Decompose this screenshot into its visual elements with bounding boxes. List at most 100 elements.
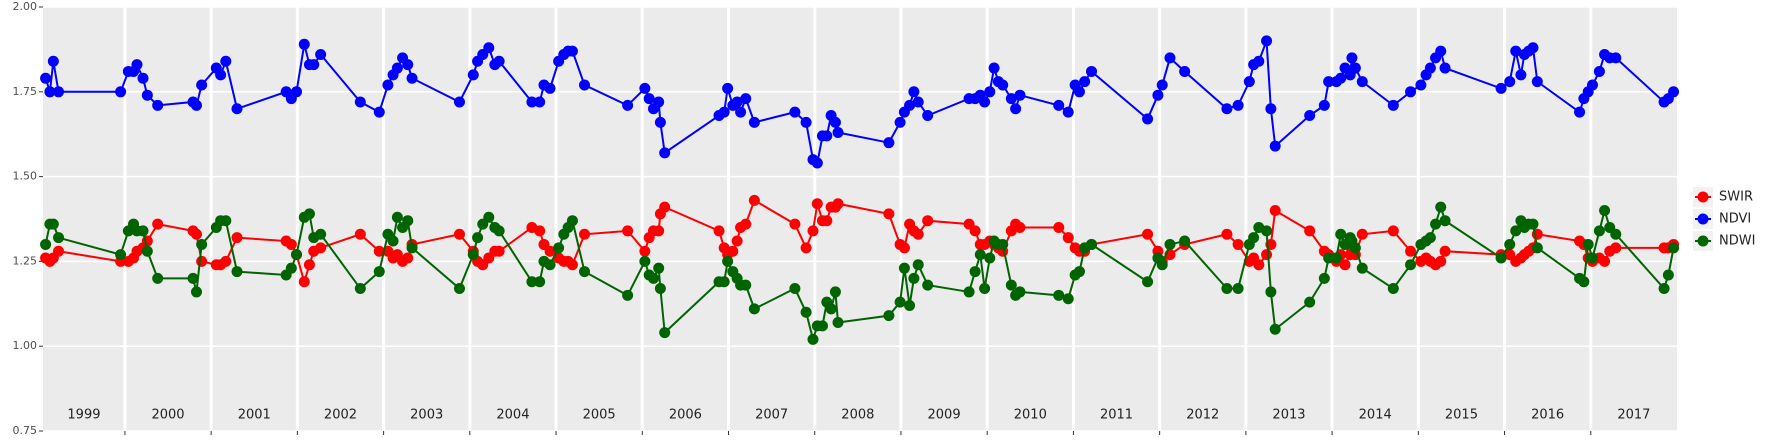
x-tick-label: 2010 bbox=[1014, 408, 1047, 423]
data-point bbox=[493, 245, 505, 257]
data-point bbox=[1248, 232, 1260, 244]
data-point bbox=[1439, 215, 1451, 227]
data-point bbox=[908, 272, 920, 284]
data-point bbox=[1086, 65, 1098, 77]
data-point bbox=[152, 272, 164, 284]
data-point bbox=[1405, 86, 1417, 98]
data-point bbox=[1515, 69, 1527, 81]
data-point bbox=[1599, 255, 1611, 267]
data-point bbox=[1323, 252, 1335, 264]
x-tick-label: 2003 bbox=[410, 408, 443, 423]
data-point bbox=[898, 262, 910, 274]
data-point bbox=[1593, 65, 1605, 77]
data-point bbox=[727, 245, 739, 257]
data-point bbox=[1005, 279, 1017, 291]
data-point bbox=[1510, 225, 1522, 237]
data-point bbox=[1387, 283, 1399, 295]
data-point bbox=[1335, 228, 1347, 240]
legend-key-point bbox=[1697, 213, 1709, 225]
data-point bbox=[53, 86, 65, 98]
data-point bbox=[811, 198, 823, 210]
data-point bbox=[131, 59, 143, 71]
data-point bbox=[659, 327, 671, 339]
data-point bbox=[922, 215, 934, 227]
data-point bbox=[832, 316, 844, 328]
data-point bbox=[1339, 259, 1351, 271]
data-point bbox=[285, 262, 297, 274]
data-point bbox=[1062, 106, 1074, 118]
data-point bbox=[984, 86, 996, 98]
data-point bbox=[1232, 283, 1244, 295]
data-point bbox=[1439, 62, 1451, 74]
data-point bbox=[912, 228, 924, 240]
data-point bbox=[53, 245, 65, 257]
data-point bbox=[373, 245, 385, 257]
data-point bbox=[654, 283, 666, 295]
data-point bbox=[1164, 238, 1176, 250]
data-point bbox=[647, 272, 659, 284]
data-point bbox=[653, 225, 665, 237]
data-point bbox=[988, 62, 1000, 74]
y-tick-label: 2.00 bbox=[13, 0, 38, 13]
data-point bbox=[832, 198, 844, 210]
data-point bbox=[1527, 218, 1539, 230]
data-point bbox=[748, 194, 760, 206]
data-point bbox=[718, 106, 730, 118]
data-point bbox=[1253, 55, 1265, 67]
data-point bbox=[904, 299, 916, 311]
data-point bbox=[47, 55, 59, 67]
data-point bbox=[1356, 76, 1368, 88]
data-point bbox=[141, 245, 153, 257]
data-point bbox=[534, 276, 546, 288]
x-tick-label: 2004 bbox=[496, 408, 529, 423]
x-tick-label: 2015 bbox=[1445, 408, 1478, 423]
data-point bbox=[1582, 238, 1594, 250]
data-point bbox=[544, 259, 556, 271]
data-point bbox=[298, 38, 310, 50]
data-point bbox=[1586, 252, 1598, 264]
data-point bbox=[1415, 79, 1427, 91]
data-point bbox=[922, 110, 934, 122]
data-point bbox=[643, 93, 655, 105]
data-point bbox=[190, 99, 202, 111]
data-point bbox=[579, 79, 591, 91]
data-point bbox=[1574, 106, 1586, 118]
data-point bbox=[303, 259, 315, 271]
data-point bbox=[1232, 238, 1244, 250]
data-point bbox=[152, 218, 164, 230]
data-point bbox=[1152, 89, 1164, 101]
data-point bbox=[1265, 286, 1277, 298]
data-point bbox=[789, 218, 801, 230]
data-point bbox=[1424, 62, 1436, 74]
data-point bbox=[800, 116, 812, 128]
series bbox=[40, 201, 1680, 345]
data-point bbox=[883, 208, 895, 220]
data-point bbox=[969, 266, 981, 278]
data-point bbox=[832, 127, 844, 139]
data-point bbox=[1079, 76, 1091, 88]
data-point bbox=[800, 242, 812, 254]
data-point bbox=[622, 289, 634, 301]
data-point bbox=[1668, 86, 1680, 98]
data-point bbox=[639, 82, 651, 94]
data-point bbox=[1179, 65, 1191, 77]
data-point bbox=[821, 130, 833, 142]
data-point bbox=[1504, 76, 1516, 88]
data-point bbox=[402, 59, 414, 71]
data-point bbox=[740, 93, 752, 105]
data-point bbox=[315, 228, 327, 240]
data-point bbox=[883, 310, 895, 322]
data-point bbox=[1304, 296, 1316, 308]
data-point bbox=[196, 255, 208, 267]
data-point bbox=[40, 72, 52, 84]
legend-label: NDVI bbox=[1719, 212, 1751, 227]
legend-label: NDWI bbox=[1719, 234, 1755, 249]
data-point bbox=[748, 116, 760, 128]
data-point bbox=[908, 86, 920, 98]
data-point bbox=[391, 211, 403, 223]
y-tick-label: 1.25 bbox=[13, 254, 38, 267]
legend-key-point bbox=[1697, 191, 1709, 203]
data-point bbox=[1156, 79, 1168, 91]
data-point bbox=[1005, 93, 1017, 105]
